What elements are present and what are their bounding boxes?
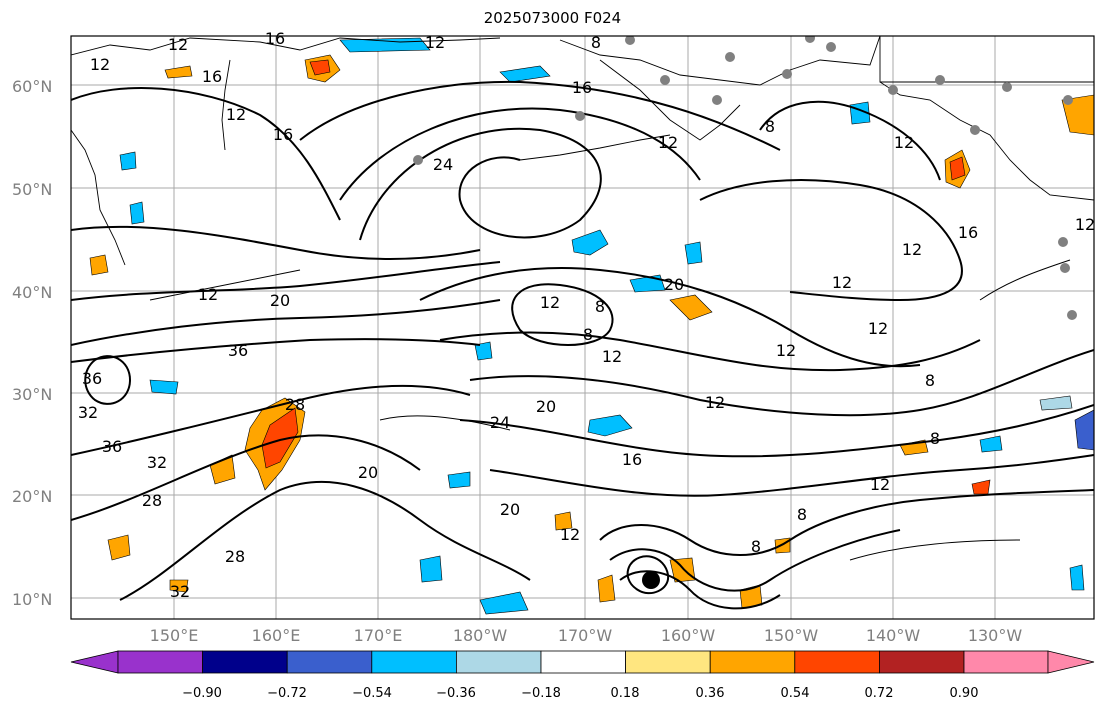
contour-label: 32 [147,453,167,472]
colorbar-segment [202,650,288,674]
colorbar-tick-label: 0.18 [610,686,640,701]
colorbar-extend-high [1047,650,1095,674]
contour-label: 36 [82,369,102,388]
contour-label: 12 [602,347,622,366]
contours-thin [149,259,1071,561]
lat-label: 20°N [12,487,53,506]
contour-label: 8 [797,505,807,524]
colorbar-tick-label: −0.36 [436,686,476,701]
contour-label: 12 [658,133,678,152]
contour-label-group: 12 16 12 16 12 16 12 8 16 24 12 12 20 36… [78,29,1095,601]
contour-label: 20 [500,500,520,519]
colorbar-segment [625,650,711,674]
lat-label: 40°N [12,283,53,302]
lon-label: 150°E [149,626,199,645]
shading-negative [119,37,1094,615]
contour-label: 8 [595,297,605,316]
lat-label: 50°N [12,180,53,199]
contour-label: 20 [664,275,684,294]
contour-label: 12 [540,293,560,312]
lon-label: 140°W [865,626,921,645]
contour-label: 8 [930,429,940,448]
storm-center-marker [642,571,660,589]
contour-label: 20 [270,291,290,310]
contour-label: 12 [870,475,890,494]
contour-label: 12 [705,393,725,412]
colorbar-tick-label: 0.72 [864,686,894,701]
contour-label: 24 [433,155,453,174]
contour-label: 16 [265,29,285,48]
contour-label: 12 [198,285,218,304]
colorbar [70,650,1095,674]
colorbar-tick-label: −0.90 [182,686,222,701]
contour-label: 8 [583,325,593,344]
colorbar-segment [117,650,203,674]
contour-label: 36 [228,341,248,360]
colorbar-extend-low [70,650,119,674]
colorbar-segment [794,650,880,674]
contour-label: 36 [102,437,122,456]
contour-label: 16 [273,125,293,144]
colorbar-segment [709,650,796,674]
lat-label: 60°N [12,77,53,96]
map-frame [70,35,1095,620]
contour-label: 8 [751,537,761,556]
contour-label: 32 [78,403,98,422]
lon-label: 160°E [251,626,301,645]
contours [71,80,1094,610]
contour-label: 16 [622,450,642,469]
colorbar-tick-label: 0.90 [949,686,979,701]
lon-label: 130°W [967,626,1023,645]
colorbar-tick-label: −0.18 [521,686,561,701]
contour-label: 12 [902,240,922,259]
contour-label: 12 [168,35,188,54]
lon-label: 150°W [763,626,819,645]
colorbar-tick-label: 0.54 [780,686,810,701]
lat-label: 10°N [12,590,53,609]
contour-label: 24 [490,413,510,432]
colorbar-segment [879,650,965,674]
contour-label: 20 [536,397,556,416]
contour-label: 20 [358,463,378,482]
colorbar-tick-label: −0.54 [352,686,392,701]
lon-label: 170°W [557,626,613,645]
colorbar-segment [455,650,542,674]
contour-label: 16 [572,78,592,97]
contour-label: 12 [90,55,110,74]
contour-label: 16 [202,67,222,86]
contour-label: 16 [958,223,978,242]
contour-label: 12 [560,525,580,544]
lat-label: 30°N [12,385,53,404]
station-markers [413,36,1077,320]
contour-label: 12 [832,273,852,292]
colorbar-segment [540,650,626,674]
lon-label: 170°E [353,626,403,645]
contour-label: 12 [894,133,914,152]
map-title: 2025073000 F024 [483,9,622,27]
contour-label: 8 [765,117,775,136]
contour-label: 28 [142,491,162,510]
colorbar-tick-label: 0.36 [695,686,725,701]
contour-label: 12 [1075,215,1095,234]
contour-label: 12 [425,33,445,52]
contour-label: 12 [868,319,888,338]
colorbar-segment [963,650,1049,674]
colorbar-segment [371,650,457,674]
contour-label: 28 [285,395,305,414]
colorbar-segment [286,650,373,674]
colorbar-tick-label: −0.72 [267,686,307,701]
contour-label: 12 [226,105,246,124]
lon-label: 180°W [452,626,508,645]
contour-label: 32 [170,582,190,601]
contour-label: 8 [591,33,601,52]
contour-label: 28 [225,547,245,566]
contour-label: 8 [925,371,935,390]
lon-label: 160°W [660,626,716,645]
contour-label: 12 [776,341,796,360]
shading-positive [89,54,1094,609]
coastlines [71,36,1094,266]
gridlines [71,36,1094,619]
